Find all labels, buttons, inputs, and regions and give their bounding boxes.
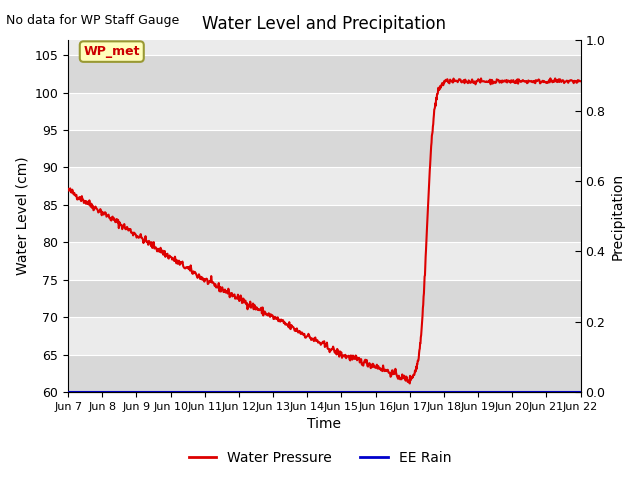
- X-axis label: Time: Time: [307, 418, 341, 432]
- Bar: [68, 205, 580, 242]
- Bar: [68, 355, 580, 392]
- Bar: [68, 317, 580, 355]
- Title: Water Level and Precipitation: Water Level and Precipitation: [202, 15, 446, 33]
- Bar: [68, 130, 580, 168]
- Y-axis label: Precipitation: Precipitation: [611, 172, 625, 260]
- Bar: [68, 242, 580, 280]
- Bar: [68, 93, 580, 130]
- Bar: [68, 55, 580, 93]
- Text: WP_met: WP_met: [84, 45, 140, 58]
- Text: No data for WP Staff Gauge: No data for WP Staff Gauge: [6, 14, 180, 27]
- Y-axis label: Water Level (cm): Water Level (cm): [15, 157, 29, 276]
- Bar: [68, 280, 580, 317]
- Legend: Water Pressure, EE Rain: Water Pressure, EE Rain: [183, 445, 457, 471]
- Bar: [68, 168, 580, 205]
